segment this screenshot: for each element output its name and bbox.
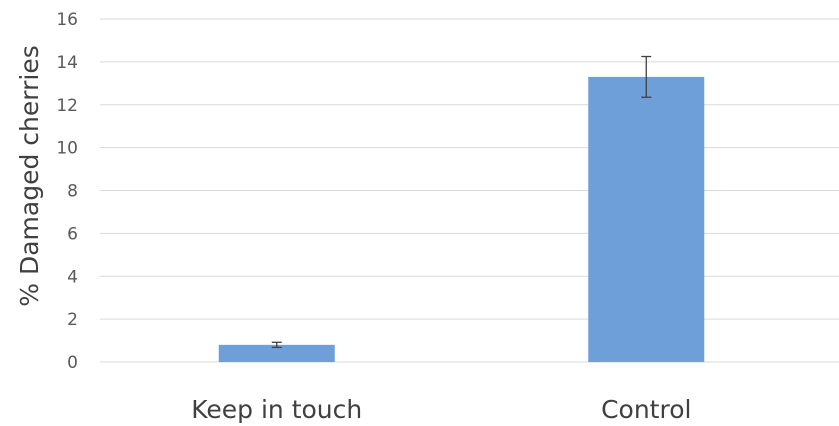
category-labels: Keep in touch Control [191, 395, 691, 424]
x-category-label: Keep in touch [191, 395, 362, 424]
y-axis-title: % Damaged cherries [15, 45, 44, 306]
y-tick-label: 2 [67, 310, 78, 330]
y-tick-label: 14 [56, 53, 78, 73]
y-tick-label: 4 [67, 267, 78, 287]
x-category-label: Control [601, 395, 691, 424]
gridlines [100, 19, 839, 362]
y-tick-label: 12 [56, 96, 78, 116]
y-tick-label: 0 [67, 353, 78, 373]
bar [588, 77, 704, 362]
y-tick-label: 10 [56, 139, 78, 159]
y-tick-label: 16 [56, 10, 78, 30]
y-tick-label: 8 [67, 182, 78, 202]
y-tick-labels: 0 2 4 6 8 10 12 14 16 [56, 10, 78, 373]
y-tick-label: 6 [67, 224, 78, 244]
